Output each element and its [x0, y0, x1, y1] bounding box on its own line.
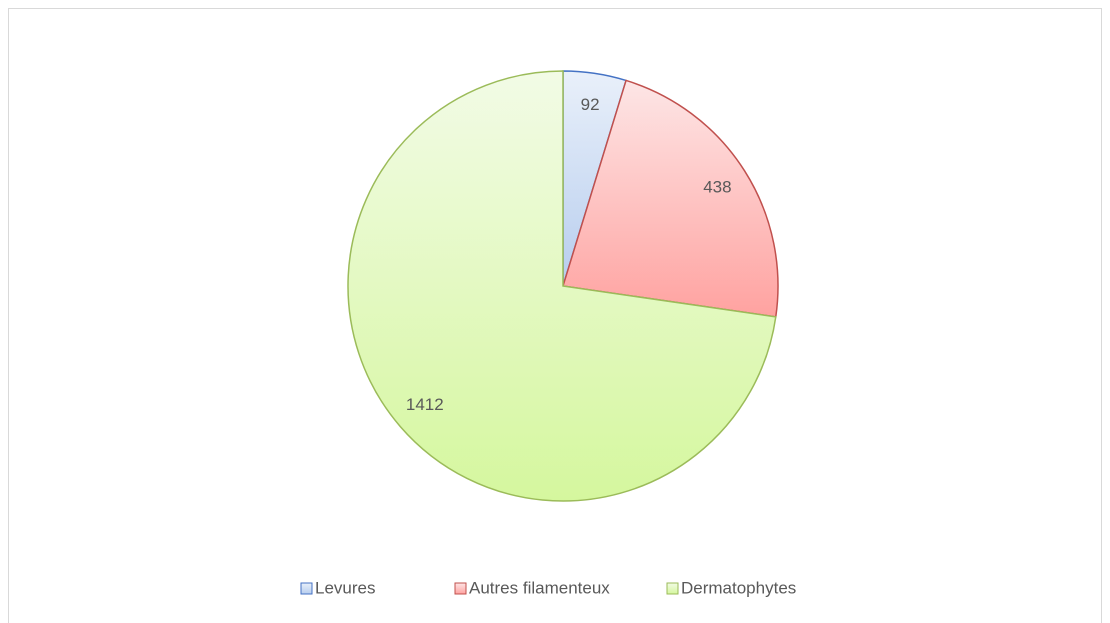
data-label: 1412	[406, 395, 444, 414]
legend-label: Autres filamenteux	[469, 578, 610, 597]
chart-border	[8, 8, 1102, 623]
pie-slice	[562, 79, 779, 318]
legend-label: Levures	[315, 578, 375, 597]
legend-swatch	[666, 582, 679, 595]
data-label: 438	[703, 178, 731, 197]
legend-swatch	[454, 582, 467, 595]
pie-slice	[347, 70, 777, 502]
data-label: 92	[581, 95, 600, 114]
legend-swatch	[300, 582, 313, 595]
legend-label: Dermatophytes	[681, 578, 796, 597]
